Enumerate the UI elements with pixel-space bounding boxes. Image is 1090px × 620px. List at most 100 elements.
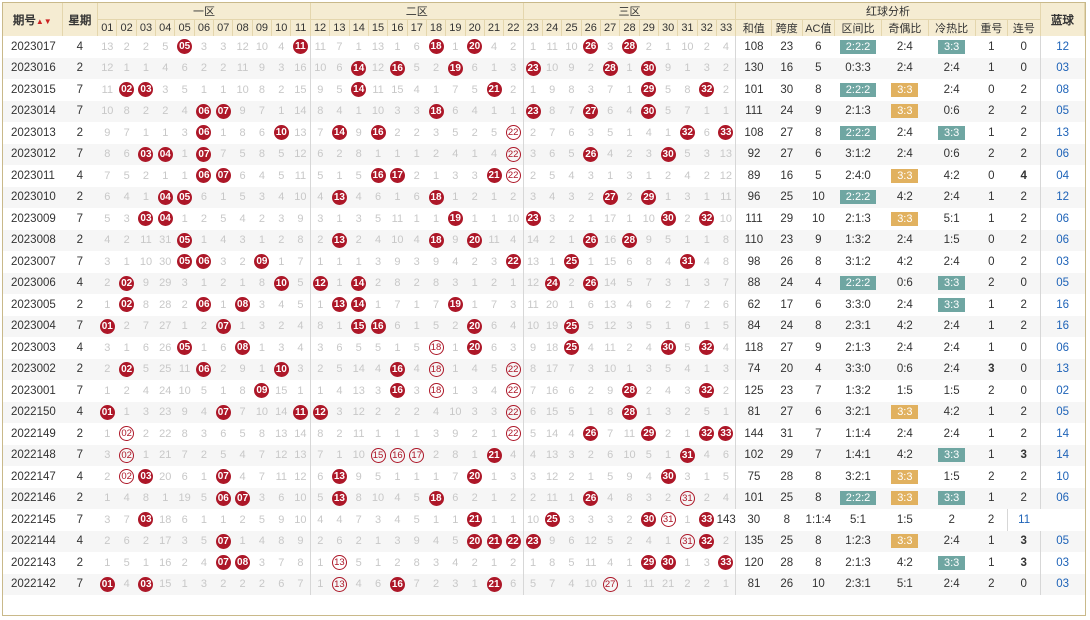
miss-count-cell: 1 bbox=[697, 100, 717, 122]
miss-count-cell: 7 bbox=[174, 444, 195, 466]
miss-count-cell: 6 bbox=[445, 487, 466, 509]
draw-row: 2023013 2 9 7 1 1 3 06 1 8 6 10 13 7 14 9 16 2 2 3 5 2 5 22 2 7 6 3… bbox=[3, 122, 1085, 144]
period-cell: 2023011 bbox=[11, 169, 55, 182]
miss-count-cell: 11 bbox=[290, 165, 311, 187]
miss-count-cell: 11 bbox=[232, 57, 253, 79]
consecutive-count-cell: 0 bbox=[1020, 40, 1027, 53]
miss-count-cell: 3 bbox=[639, 358, 659, 380]
odd-even-ratio-cell: 2:4 bbox=[881, 294, 928, 316]
miss-count-cell: 17 bbox=[604, 212, 617, 225]
miss-count-cell: 3 bbox=[607, 40, 614, 53]
stat-col-0: 和值 bbox=[735, 19, 773, 36]
miss-count-cell: 6 bbox=[490, 341, 498, 354]
stat-col-6: 重号 bbox=[975, 19, 1009, 36]
red-ball: 22 bbox=[505, 533, 521, 549]
drawn-number-cell: 27 bbox=[600, 573, 620, 595]
ac-cell: 6 bbox=[815, 40, 822, 53]
weekday-cell: 7 bbox=[62, 100, 98, 122]
drawn-number-cell: 26 bbox=[581, 487, 601, 509]
sort-icon[interactable]: ▲▼ bbox=[35, 16, 52, 26]
miss-count-cell: 1 bbox=[142, 556, 150, 569]
odd-even-ratio: 3:3 bbox=[891, 82, 919, 97]
miss-count-cell: 4 bbox=[200, 556, 208, 569]
period-cell: 2023007 bbox=[11, 255, 56, 268]
odd-even-ratio-cell: 5:1 bbox=[881, 573, 929, 595]
repeat-count-cell: 1 bbox=[975, 401, 1008, 423]
miss-count-cell: 5 bbox=[658, 100, 678, 122]
miss-count-cell: 2 bbox=[677, 573, 698, 595]
miss-count-cell: 6 bbox=[716, 294, 737, 316]
draw-row: 2023009 7 5 3 03 04 1 2 5 4 2 3 9 3 1 3 5 11 1 1 19 1 1 10 23 3 2 1… bbox=[3, 208, 1085, 230]
hot-cold-ratio-cell: 0:6 bbox=[928, 100, 976, 122]
drawn-number-cell: 22 bbox=[503, 530, 524, 552]
red-ball: 01 bbox=[99, 576, 115, 592]
miss-count-cell: 4 bbox=[278, 40, 285, 53]
ac-cell: 9 bbox=[815, 341, 822, 354]
miss-count-cell: 1 bbox=[200, 513, 208, 526]
miss-count-cell: 5 bbox=[665, 83, 672, 96]
draw-row: 2023008 2 4 2 11 31 05 1 4 3 1 2 8 2 13 2 4 10 4 18 9 20 11 4 14… bbox=[3, 229, 1085, 251]
miss-count-cell: 5 bbox=[684, 341, 691, 354]
odd-even-ratio-cell: 2:4 bbox=[881, 143, 929, 165]
miss-count-cell: 3 bbox=[432, 556, 440, 569]
miss-count-cell: 1 bbox=[220, 126, 227, 139]
consecutive-count-cell: 2 bbox=[1020, 83, 1027, 96]
miss-count-cell: 3 bbox=[587, 169, 594, 182]
miss-count-cell: 15 bbox=[275, 384, 288, 397]
miss-count-cell: 5 bbox=[123, 169, 130, 182]
miss-count-cell: 10 bbox=[236, 83, 249, 96]
miss-count-cell: 2 bbox=[619, 143, 640, 165]
miss-count-cell: 1 bbox=[587, 255, 594, 268]
miss-count-cell: 2 bbox=[194, 444, 214, 466]
miss-count-cell: 10 bbox=[716, 208, 737, 230]
blue-ball-cell: 05 bbox=[1039, 401, 1085, 423]
miss-count-cell: 13 bbox=[542, 444, 562, 466]
span-cell: 26 bbox=[780, 255, 794, 268]
miss-count-cell: 3 bbox=[220, 255, 227, 268]
miss-count-cell: 3 bbox=[220, 40, 227, 53]
red-ball: 20 bbox=[467, 533, 483, 549]
miss-count-cell: 1 bbox=[465, 444, 485, 466]
miss-count-cell: 1 bbox=[394, 341, 401, 354]
miss-count-cell: 13 bbox=[290, 444, 311, 466]
drawn-number-cell: 25 bbox=[542, 509, 561, 531]
miss-count-cell: 8 bbox=[252, 272, 272, 294]
miss-count-cell: 1 bbox=[174, 573, 195, 595]
zone-ratio: 2:4:0 bbox=[845, 169, 871, 182]
ac-cell: 8 bbox=[815, 470, 822, 483]
drawn-number-cell: 19 bbox=[446, 294, 465, 316]
drawn-number-cell: 31 bbox=[658, 509, 677, 531]
miss-count-cell: 3 bbox=[684, 470, 691, 483]
span-cell: 28 bbox=[780, 556, 794, 569]
hot-cold-ratio: 4:2 bbox=[943, 406, 960, 419]
sum-cell: 130 bbox=[735, 57, 772, 79]
red-ball: 26 bbox=[583, 490, 599, 506]
miss-count-cell: 3 bbox=[658, 401, 678, 423]
miss-count-cell: 2 bbox=[581, 444, 601, 466]
miss-count-cell: 4 bbox=[607, 556, 614, 569]
col-period[interactable]: 期号▲▼ bbox=[3, 3, 63, 36]
miss-count-cell: 14 bbox=[271, 401, 291, 423]
miss-count-cell: 1 bbox=[155, 487, 175, 509]
consecutive-count-cell: 2 bbox=[1007, 401, 1041, 423]
drawn-number-cell: 31 bbox=[678, 251, 697, 273]
odd-even-ratio-cell: 4:2 bbox=[881, 444, 929, 466]
miss-count-cell: 2 bbox=[194, 57, 214, 79]
miss-count-cell: 3 bbox=[258, 298, 265, 311]
miss-count-cell: 11 bbox=[101, 83, 114, 96]
repeat-count-cell: 1 bbox=[988, 341, 995, 354]
number-col-26: 26 bbox=[581, 19, 601, 36]
number-col-11: 11 bbox=[290, 19, 311, 36]
miss-count-cell: 1 bbox=[587, 470, 594, 483]
zone-ratio: 2:2:2 bbox=[839, 491, 877, 506]
miss-count-cell: 3 bbox=[413, 255, 420, 268]
miss-count-cell: 2 bbox=[703, 298, 710, 311]
miss-count-cell: 1 bbox=[684, 513, 691, 526]
miss-count-cell: 3 bbox=[587, 513, 594, 526]
red-ball: 13 bbox=[331, 297, 347, 313]
hot-cold-ratio-cell: 3:3 bbox=[928, 294, 975, 316]
drawn-number-cell: 16 bbox=[387, 573, 408, 595]
zone-ratio-cell: 3:1:2 bbox=[834, 143, 882, 165]
period-cell: 2023009 bbox=[11, 212, 56, 225]
miss-count-cell: 12 bbox=[581, 530, 601, 552]
